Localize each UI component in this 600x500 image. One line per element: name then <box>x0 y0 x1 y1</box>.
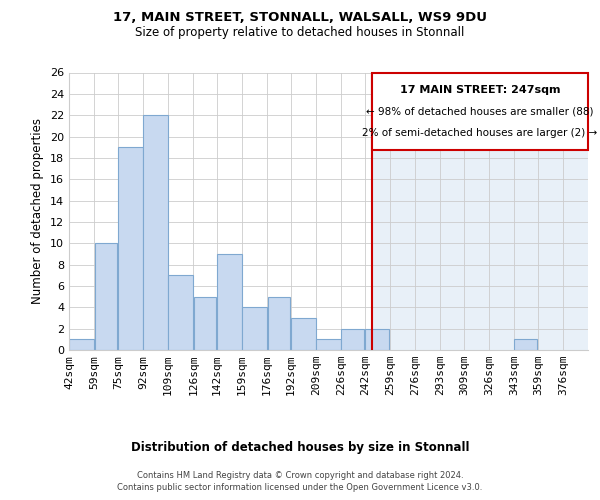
Bar <box>291 318 316 350</box>
Text: Size of property relative to detached houses in Stonnall: Size of property relative to detached ho… <box>136 26 464 39</box>
Bar <box>143 115 167 350</box>
Bar <box>118 147 143 350</box>
Bar <box>70 340 94 350</box>
Bar <box>514 340 538 350</box>
Bar <box>372 72 588 350</box>
Text: ← 98% of detached houses are smaller (88): ← 98% of detached houses are smaller (88… <box>367 106 594 117</box>
Bar <box>341 328 364 350</box>
Bar <box>316 340 341 350</box>
Bar <box>365 328 389 350</box>
Text: 17 MAIN STREET: 247sqm: 17 MAIN STREET: 247sqm <box>400 84 560 94</box>
Text: Contains HM Land Registry data © Crown copyright and database right 2024.: Contains HM Land Registry data © Crown c… <box>137 470 463 480</box>
Text: 2% of semi-detached houses are larger (2) →: 2% of semi-detached houses are larger (2… <box>362 128 598 138</box>
Bar <box>268 296 290 350</box>
Bar <box>242 308 267 350</box>
Bar <box>169 276 193 350</box>
Y-axis label: Number of detached properties: Number of detached properties <box>31 118 44 304</box>
Bar <box>217 254 242 350</box>
Text: 17, MAIN STREET, STONNALL, WALSALL, WS9 9DU: 17, MAIN STREET, STONNALL, WALSALL, WS9 … <box>113 11 487 24</box>
Text: Contains public sector information licensed under the Open Government Licence v3: Contains public sector information licen… <box>118 483 482 492</box>
Bar <box>194 296 217 350</box>
Bar <box>95 244 118 350</box>
Text: Distribution of detached houses by size in Stonnall: Distribution of detached houses by size … <box>131 441 469 454</box>
